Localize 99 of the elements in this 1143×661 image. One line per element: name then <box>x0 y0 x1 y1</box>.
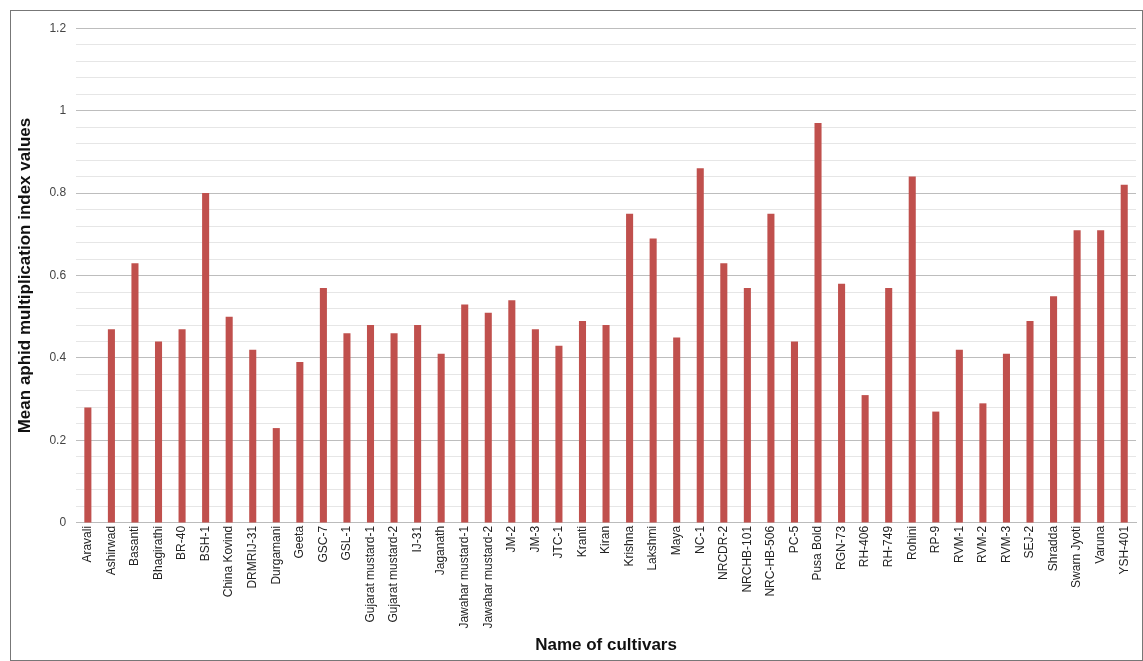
bar <box>790 341 798 523</box>
bar <box>319 287 327 523</box>
x-tick-label: Varuna <box>1092 525 1107 564</box>
x-tick-label: NRC-HB-506 <box>763 525 778 597</box>
x-tick-label: DRMRIJ-31 <box>245 525 260 589</box>
bar <box>578 320 587 523</box>
x-tick-label: NRCDR-2 <box>716 525 731 580</box>
bar <box>178 329 186 523</box>
bar <box>107 329 115 523</box>
x-tick-label: YSH-401 <box>1116 525 1131 575</box>
x-tick-label: JTC-1 <box>551 525 566 559</box>
x-tick-label: Rohini <box>904 525 919 560</box>
x-tick-label: Shradda <box>1045 525 1060 572</box>
bar <box>84 407 92 523</box>
x-tick-label: GSC-7 <box>315 525 330 563</box>
y-tick-label: 0.8 <box>49 185 67 200</box>
bar <box>1097 230 1105 523</box>
x-tick-label: Krishna <box>621 525 636 567</box>
x-tick-label: Kiran <box>598 525 613 554</box>
bar <box>531 329 539 523</box>
x-tick-label: BSH-1 <box>197 525 212 562</box>
y-axis-title: Mean aphid multiplication index values <box>14 117 34 434</box>
x-tick-label: China Kovind <box>221 525 236 598</box>
x-tick-label: NC-1 <box>692 525 707 554</box>
bar <box>649 238 657 523</box>
x-tick-label: GSL-1 <box>339 525 354 561</box>
x-tick-label: PC-5 <box>786 525 801 554</box>
bar <box>461 304 469 523</box>
x-tick-label: Jawahar mustard-2 <box>480 525 495 629</box>
x-tick-label: Jaganath <box>433 525 448 576</box>
y-tick-label: 0.4 <box>49 350 67 365</box>
x-tick-label: RH-406 <box>857 525 872 568</box>
x-tick-label: RVM-1 <box>951 525 966 564</box>
bar <box>202 193 210 523</box>
x-tick-label: Basanti <box>127 525 142 566</box>
x-tick-label: Pusa Bold <box>810 525 825 581</box>
bar <box>885 287 893 523</box>
y-tick-label: 0.2 <box>49 432 67 447</box>
y-tick-label: 1.2 <box>49 20 67 35</box>
bar <box>1073 230 1081 523</box>
bar <box>296 362 304 523</box>
bar <box>743 287 751 523</box>
x-tick-label: Gujarat mustard-2 <box>386 525 401 623</box>
x-tick-label: BR-40 <box>174 525 189 560</box>
x-tick-label: RVM-3 <box>998 525 1013 564</box>
x-tick-label: Jawahar mustard-1 <box>457 525 472 629</box>
bar <box>343 333 351 523</box>
bar <box>508 300 516 523</box>
x-tick-label: Aravali <box>80 525 95 563</box>
bar <box>437 353 445 523</box>
x-tick-label: Maya <box>669 525 684 556</box>
bar <box>390 333 398 523</box>
x-tick-label: Durgamani <box>268 525 283 585</box>
bar <box>696 168 704 523</box>
y-tick-label: 0.6 <box>49 267 67 282</box>
bar <box>1120 184 1128 523</box>
bar <box>484 312 492 523</box>
x-tick-label: JM-3 <box>527 525 542 553</box>
x-tick-label: Geeta <box>292 525 307 559</box>
x-tick-label: Kranti <box>574 525 589 558</box>
bar <box>602 325 610 523</box>
bar <box>414 325 422 523</box>
x-axis-title: Name of cultivars <box>535 635 677 655</box>
x-tick-label: RGN-73 <box>833 525 848 570</box>
bar <box>932 411 940 523</box>
y-tick-label: 0 <box>59 515 67 530</box>
bar <box>814 123 822 523</box>
x-tick-label: Ashirwad <box>103 525 118 576</box>
x-tick-label: IJ-31 <box>409 525 424 553</box>
bar <box>908 176 916 523</box>
bar <box>555 345 563 523</box>
bar <box>955 349 963 523</box>
bar <box>366 325 375 523</box>
bar <box>861 395 869 523</box>
x-tick-label: JM-2 <box>504 525 519 553</box>
x-tick-label: NRCHB-101 <box>739 525 754 593</box>
x-tick-label: Lakshmi <box>645 525 660 571</box>
x-tick-label: RH-749 <box>881 525 895 568</box>
bar <box>249 349 257 523</box>
bar <box>225 316 233 523</box>
bar <box>673 337 681 523</box>
bar <box>131 263 139 523</box>
y-tick-label: 1 <box>59 102 67 117</box>
x-tick-label: Gujarat mustard-1 <box>362 525 377 623</box>
x-tick-label: RVM-2 <box>975 525 990 564</box>
bar <box>838 283 846 523</box>
bar <box>272 428 280 523</box>
x-tick-label: SEJ-2 <box>1022 525 1037 559</box>
bar <box>1002 353 1010 523</box>
bar <box>1026 320 1034 523</box>
bar <box>979 403 987 523</box>
x-tick-label: Bhagirathi <box>150 525 165 580</box>
bar <box>767 213 775 523</box>
x-tick-label: Swarn Jyoti <box>1069 525 1084 588</box>
bar <box>720 263 728 523</box>
bar <box>154 341 163 523</box>
bar <box>626 213 634 523</box>
bar <box>1050 296 1058 523</box>
x-tick-label: RP-9 <box>928 525 943 554</box>
